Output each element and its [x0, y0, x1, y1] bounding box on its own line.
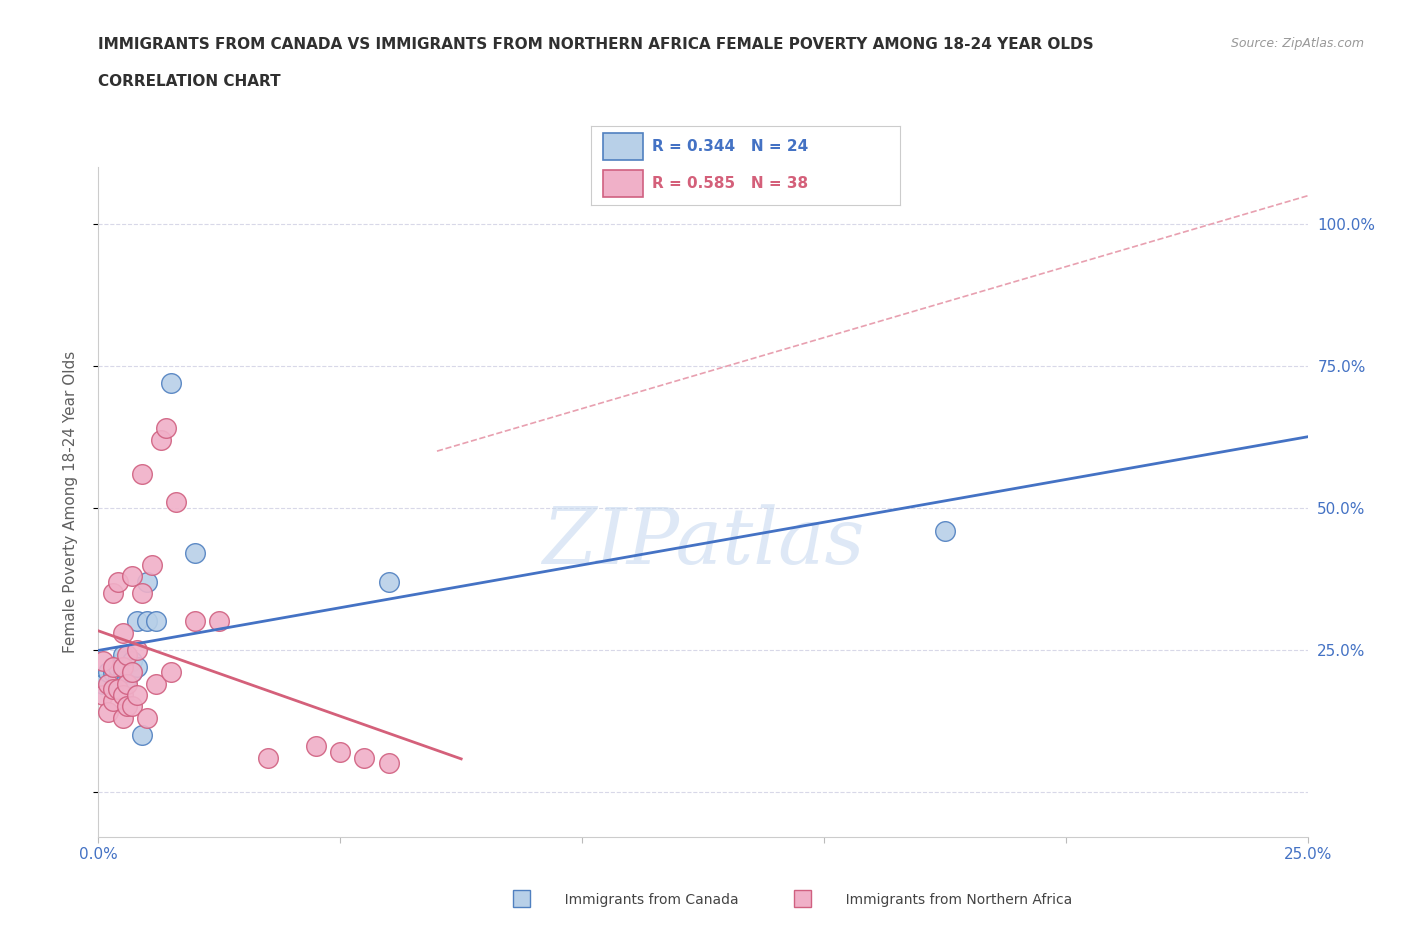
Text: Immigrants from Northern Africa: Immigrants from Northern Africa: [815, 893, 1073, 907]
Point: [121, 665, 143, 680]
Point: [256, 751, 278, 765]
Point: [91, 654, 114, 669]
Y-axis label: Female Poverty Among 18-24 Year Olds: Female Poverty Among 18-24 Year Olds: [63, 352, 77, 654]
Point: [305, 738, 328, 753]
Point: [165, 495, 187, 510]
Point: [101, 682, 124, 697]
Point: [184, 546, 207, 561]
Point: [117, 671, 139, 685]
Text: IMMIGRANTS FROM CANADA VS IMMIGRANTS FROM NORTHERN AFRICA FEMALE POVERTY AMONG 1: IMMIGRANTS FROM CANADA VS IMMIGRANTS FRO…: [98, 37, 1094, 52]
Point: [127, 643, 149, 658]
Text: R = 0.344   N = 24: R = 0.344 N = 24: [652, 139, 808, 153]
Point: [121, 665, 143, 680]
Point: [131, 727, 153, 742]
Point: [97, 665, 120, 680]
Point: [135, 711, 157, 725]
Point: [145, 676, 167, 691]
Point: [97, 676, 120, 691]
Point: [107, 659, 129, 674]
Point: [117, 659, 139, 674]
Text: R = 0.585   N = 38: R = 0.585 N = 38: [652, 176, 808, 191]
FancyBboxPatch shape: [603, 170, 643, 197]
Point: [377, 756, 399, 771]
Point: [160, 376, 183, 391]
Point: [117, 676, 139, 691]
Point: [101, 586, 124, 601]
Point: [150, 432, 173, 447]
Point: [107, 671, 129, 685]
Point: [91, 676, 114, 691]
Point: [934, 524, 956, 538]
Point: [184, 614, 207, 629]
Point: [353, 751, 375, 765]
Point: [111, 654, 134, 669]
Point: [111, 665, 134, 680]
Point: [329, 744, 352, 759]
Point: [135, 574, 157, 589]
Point: [155, 421, 177, 436]
Point: [101, 659, 124, 674]
Point: [127, 659, 149, 674]
Point: [101, 694, 124, 709]
Point: [145, 614, 167, 629]
Point: [131, 586, 153, 601]
Point: [97, 705, 120, 720]
Point: [111, 648, 134, 663]
Point: [135, 614, 157, 629]
Point: [101, 659, 124, 674]
Text: CORRELATION CHART: CORRELATION CHART: [98, 74, 281, 89]
Point: [127, 687, 149, 702]
Point: [160, 665, 183, 680]
Point: [101, 665, 124, 680]
Point: [91, 687, 114, 702]
Text: ZIPatlas: ZIPatlas: [541, 504, 865, 580]
Text: Source: ZipAtlas.com: Source: ZipAtlas.com: [1230, 37, 1364, 50]
Point: [107, 574, 129, 589]
Point: [117, 699, 139, 714]
Point: [111, 687, 134, 702]
Point: [111, 711, 134, 725]
Point: [117, 648, 139, 663]
Point: [107, 682, 129, 697]
Point: [117, 665, 139, 680]
Point: [131, 466, 153, 481]
Point: [377, 574, 399, 589]
Text: Immigrants from Canada: Immigrants from Canada: [534, 893, 740, 907]
Point: [111, 625, 134, 640]
FancyBboxPatch shape: [603, 133, 643, 160]
Point: [121, 654, 143, 669]
Point: [127, 614, 149, 629]
Point: [121, 568, 143, 583]
Point: [208, 614, 231, 629]
Point: [111, 659, 134, 674]
Point: [121, 699, 143, 714]
Point: [141, 557, 163, 572]
